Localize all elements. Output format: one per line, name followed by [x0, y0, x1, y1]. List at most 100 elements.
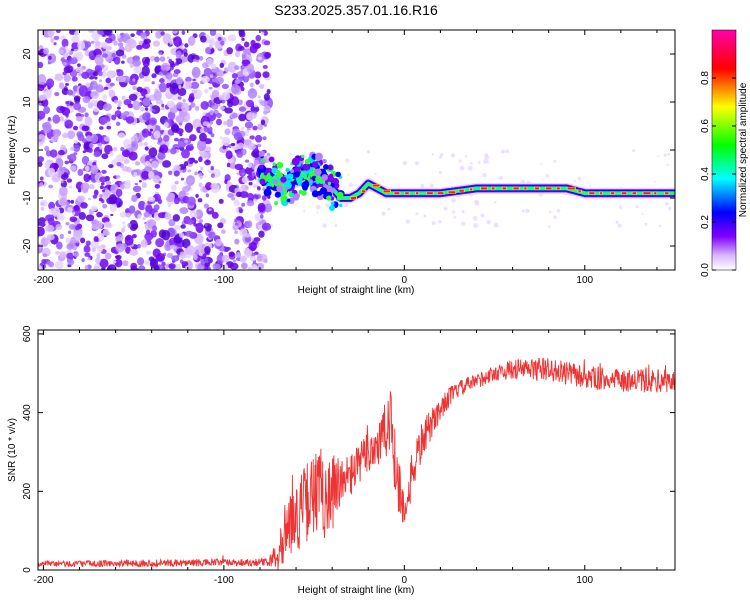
- noise-blob: [210, 63, 217, 69]
- noise-blob: [203, 125, 213, 133]
- signal-blob: [258, 150, 265, 157]
- noise-blob: [141, 42, 151, 49]
- noise-blob: [115, 235, 121, 242]
- noise-blob: [204, 222, 208, 227]
- noise-blob: [60, 180, 64, 184]
- noise-blob: [127, 103, 134, 109]
- faint-noise: [666, 163, 669, 167]
- noise-blob: [238, 45, 245, 51]
- noise-blob: [186, 178, 194, 184]
- noise-blob: [234, 78, 241, 85]
- noise-blob: [137, 200, 146, 211]
- noise-blob: [219, 62, 225, 69]
- signal-blob: [309, 181, 313, 186]
- noise-blob: [244, 159, 250, 163]
- noise-blob: [215, 118, 223, 126]
- noise-blob: [84, 112, 89, 118]
- signal-blob: [310, 167, 314, 171]
- noise-blob: [257, 95, 261, 99]
- signal-blob: [327, 164, 334, 171]
- noise-blob: [229, 162, 237, 169]
- noise-blob: [99, 258, 109, 268]
- noise-blob: [121, 149, 131, 158]
- noise-blob: [200, 75, 210, 83]
- colorbar-tick-label: 0.6: [700, 119, 711, 133]
- noise-blob: [68, 153, 77, 163]
- noise-blob: [103, 86, 109, 90]
- noise-blob: [125, 212, 131, 218]
- noise-blob: [193, 93, 200, 99]
- faint-noise: [548, 210, 552, 214]
- noise-blob: [254, 134, 263, 143]
- signal-blob: [277, 172, 283, 179]
- colorbar: 0.0 0.2 0.4 0.6 0.8 Normalized spectral ampl…: [700, 29, 749, 277]
- noise-blob: [48, 184, 54, 189]
- noise-blob: [67, 259, 75, 266]
- noise-blob: [208, 231, 216, 239]
- noise-blob: [138, 265, 146, 270]
- signal-blob: [304, 158, 311, 165]
- noise-blob: [219, 106, 225, 110]
- signal-blob: [280, 176, 287, 183]
- faint-noise: [304, 155, 307, 158]
- faint-noise: [467, 165, 473, 171]
- noise-blob: [238, 206, 242, 210]
- noise-blob: [186, 219, 195, 225]
- noise-blob: [92, 107, 100, 112]
- noise-blob: [133, 133, 138, 139]
- signal-blob: [263, 188, 272, 197]
- noise-blob: [256, 262, 265, 270]
- noise-blob: [55, 224, 63, 230]
- noise-blob: [38, 61, 44, 69]
- noise-blob: [217, 222, 224, 229]
- spectrogram-marks: [38, 30, 675, 270]
- snr-series-line: [38, 357, 675, 570]
- noise-blob: [209, 109, 214, 116]
- noise-blob: [58, 149, 65, 156]
- noise-blob: [61, 38, 69, 48]
- noise-blob: [95, 257, 101, 264]
- noise-blob: [80, 237, 86, 244]
- faint-noise: [460, 221, 466, 227]
- faint-noise: [381, 211, 386, 216]
- faint-noise: [496, 177, 499, 180]
- snr-panel: -200 -100 0 100 0 200 400 600 Height of straigh…: [7, 325, 676, 596]
- faint-noise: [366, 149, 371, 154]
- noise-blob: [90, 165, 99, 175]
- noise-blob: [120, 146, 125, 152]
- signal-blob: [276, 185, 284, 193]
- noise-blob: [240, 262, 248, 270]
- faint-noise: [589, 184, 592, 187]
- noise-blob: [92, 71, 99, 77]
- noise-blob: [241, 37, 245, 41]
- noise-blob: [129, 219, 138, 231]
- noise-blob: [239, 191, 249, 198]
- noise-blob: [78, 72, 82, 77]
- faint-noise: [451, 197, 456, 203]
- noise-blob: [173, 224, 181, 230]
- noise-blob: [132, 185, 142, 193]
- faint-noise: [663, 153, 668, 157]
- spectrogram-ylabel: Frequency (Hz): [7, 116, 18, 185]
- noise-blob: [261, 222, 272, 231]
- noise-blob: [205, 182, 213, 191]
- noise-blob: [67, 130, 76, 139]
- noise-blob: [197, 243, 207, 255]
- spectrogram-ytick-label: 10: [22, 96, 33, 108]
- noise-blob: [63, 74, 71, 83]
- faint-noise: [644, 222, 648, 226]
- noise-blob: [194, 171, 198, 176]
- noise-blob: [106, 70, 114, 78]
- noise-blob: [85, 82, 91, 88]
- noise-blob: [77, 40, 86, 50]
- noise-blob: [175, 194, 179, 199]
- faint-noise: [325, 202, 330, 208]
- noise-blob: [262, 64, 268, 69]
- signal-blob: [311, 161, 319, 168]
- faint-noise: [347, 173, 350, 176]
- noise-blob: [58, 186, 68, 196]
- snr-xtick-label: 100: [576, 575, 593, 586]
- noise-blob: [145, 250, 152, 255]
- signal-blob: [272, 175, 277, 180]
- noise-blob: [96, 245, 103, 253]
